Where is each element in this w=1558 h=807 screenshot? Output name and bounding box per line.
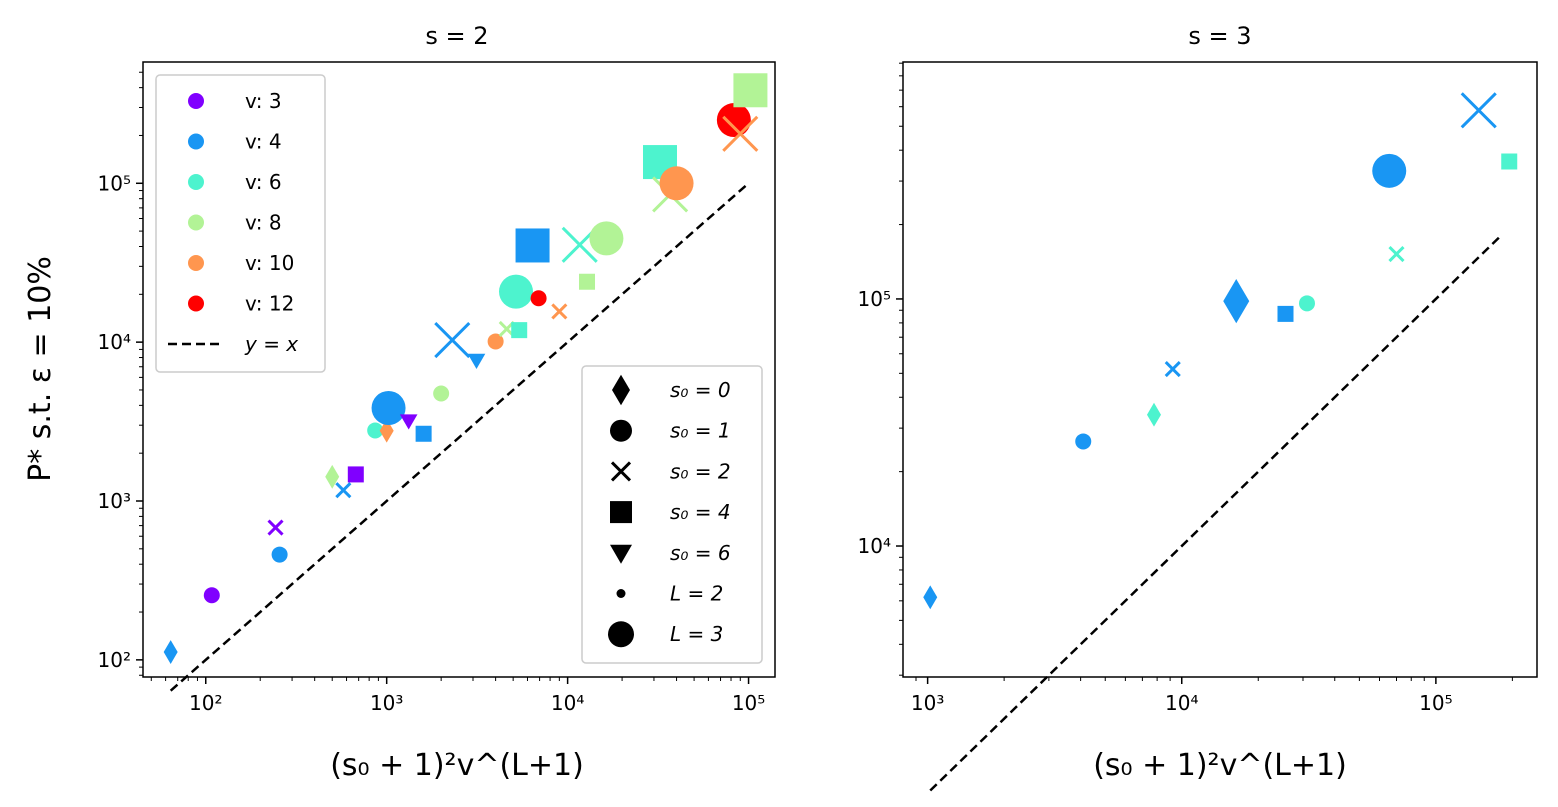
legend-markers: s₀ = 0 s₀ = 1 s₀ = 2 s₀ = 4 s₀ = 6 L = 2 L = 3 (581, 365, 763, 664)
legend-marker-circle (610, 419, 632, 442)
legend-marker-label: s₀ = 0 (670, 378, 731, 402)
panel-s2-ticks: 10² 10³ 10⁴ 10⁵ 10² 10³ 10⁴ 10⁵ (98, 71, 765, 715)
data-point-v4-s0-0 (923, 585, 938, 610)
panel-s3: s = 3 10³ 10⁴ 10⁵ 10⁴ 10⁵ (s₀ + 1)²v^(L+1) (858, 22, 1538, 792)
panel-title-s2: s = 2 (425, 22, 488, 50)
legend-marker-label: s₀ = 2 (670, 459, 731, 483)
reference-line-yx-s3 (929, 234, 1502, 792)
legend-marker-label: s₀ = 4 (670, 500, 731, 524)
data-point-v6-s0-1 (367, 422, 384, 439)
panel-s3-points (923, 92, 1518, 610)
legend-color-swatch (188, 255, 204, 271)
data-point-v6-s0-4 (1501, 153, 1518, 170)
legend-v-label: v: 8 (245, 211, 282, 235)
legend-v-frame (155, 74, 326, 373)
reference-line-yx (169, 182, 750, 692)
legend-v-label: y = x (244, 332, 298, 356)
legend-marker-label: L = 2 (670, 582, 723, 606)
legend-v-label: v: 3 (245, 89, 282, 113)
x-tick-label: 10³ (370, 691, 403, 715)
x-tick-label: 10² (189, 691, 222, 715)
data-point-v6-s0-0 (1146, 402, 1161, 427)
legend-color-swatch (188, 214, 204, 231)
legend-color-swatch (188, 133, 204, 150)
x-tick-label: 10⁴ (1165, 691, 1198, 715)
data-point-v4-s0-2 (434, 322, 471, 359)
data-point-v4-s0-4 (515, 228, 550, 263)
data-point-v4-s0-0 (163, 640, 178, 664)
legend-v-label: v: 6 (245, 170, 282, 194)
data-point-v6-s0-1 (498, 274, 533, 309)
data-point-v8-s0-4 (733, 73, 768, 108)
data-point-v6-s0-2 (1388, 245, 1405, 263)
data-point-v4-s0-2 (1460, 92, 1497, 129)
data-point-v8-s0-1 (589, 221, 624, 256)
x-tick-label: 10⁵ (732, 691, 765, 715)
y-tick-label: 10⁴ (98, 330, 131, 354)
x-tick-label: 10⁵ (1419, 691, 1452, 715)
data-point-v3-s0-6 (399, 414, 418, 430)
data-point-v4-s0-0 (1223, 279, 1250, 324)
panel-s2: s = 2 10² 10³ 10⁴ 10⁵ 10² 10³ 10⁴ 10⁵ (s₀ + 1)²… (23, 22, 776, 783)
data-point-v8-s0-0 (325, 464, 340, 489)
panel-s2-points (163, 73, 768, 664)
data-point-v4-s0-6 (467, 353, 486, 369)
legend-marker-x (610, 461, 632, 482)
panel-title-s3: s = 3 (1188, 22, 1251, 50)
data-point-v6-s0-4 (511, 322, 528, 339)
legend-marker-diamond (612, 374, 630, 406)
legend-markers-frame (581, 365, 763, 664)
data-point-v4-s0-4 (415, 425, 432, 442)
x-tick-label: 10⁴ (551, 691, 584, 715)
data-point-v6-s0-1 (1298, 295, 1315, 312)
data-point-v10-s0-1 (659, 166, 694, 201)
data-point-v8-s0-1 (433, 385, 450, 402)
legend-v-label: v: 10 (245, 251, 294, 275)
data-point-v4-s0-1 (1075, 433, 1092, 450)
legend-v-label: v: 4 (245, 130, 282, 154)
x-axis-label-s2: (s₀ + 1)²v^(L+1) (330, 748, 584, 783)
y-tick-label: 10³ (98, 489, 131, 513)
legend-marker-large (608, 621, 634, 648)
legend-marker-label: L = 3 (670, 622, 723, 646)
legend-marker-label: s₀ = 1 (670, 419, 731, 443)
legend-marker-label: s₀ = 6 (670, 541, 731, 565)
data-point-v10-s0-2 (551, 303, 568, 320)
data-point-v4-s0-1 (371, 390, 406, 425)
panel-s3-frame (902, 61, 1538, 678)
data-point-v10-s0-2 (722, 115, 759, 152)
data-point-v4-s0-2 (335, 482, 352, 499)
legend-marker-triangle (610, 544, 632, 564)
y-tick-label: 10² (98, 648, 131, 672)
legend-v-values: v: 3 v: 4 v: 6 v: 8 v: 10 v: 12 y = x (155, 74, 326, 373)
data-point-v12-s0-1 (716, 103, 751, 138)
data-point-v4-s0-2 (1164, 361, 1181, 378)
x-tick-label: 10³ (911, 691, 944, 715)
data-point-v4-s0-1 (1372, 153, 1407, 188)
legend-v-label: v: 12 (245, 292, 294, 316)
data-point-v3-s0-4 (347, 466, 364, 483)
legend-marker-small (616, 589, 626, 598)
legend-color-swatch (188, 295, 204, 312)
data-point-v3-s0-2 (267, 519, 284, 536)
x-axis-label-s3: (s₀ + 1)²v^(L+1) (1093, 748, 1347, 783)
data-point-v10-s0-1 (487, 333, 504, 350)
data-point-v3-s0-1 (203, 587, 220, 604)
data-point-v4-s0-1 (271, 546, 288, 563)
legend-marker-square (610, 501, 632, 524)
legend-color-swatch (188, 93, 204, 109)
y-tick-label: 10⁵ (98, 171, 131, 195)
panel-s3-ticks: 10³ 10⁴ 10⁵ 10⁴ 10⁵ (858, 62, 1513, 715)
panel-s2-frame (142, 61, 776, 678)
y-tick-label: 10⁵ (858, 287, 891, 311)
y-tick-label: 10⁴ (858, 534, 891, 558)
legend-color-swatch (188, 174, 204, 190)
data-point-v4-s0-4 (1277, 305, 1294, 322)
data-point-v12-s0-1 (530, 290, 547, 307)
y-axis-label: P* s.t. ε = 10% (23, 256, 58, 482)
data-point-v8-s0-4 (579, 273, 596, 290)
